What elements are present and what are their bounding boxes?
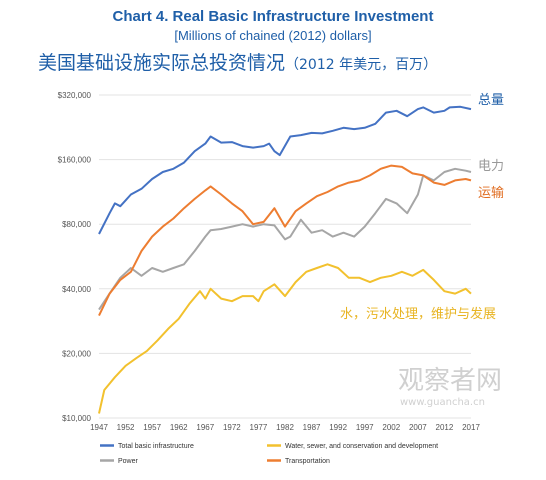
x-tick-label: 2002 [382, 423, 400, 432]
annotation-total: 总量 [478, 93, 504, 108]
x-tick-label: 1957 [143, 423, 161, 432]
chinese-title-text: 美国基础设施实际总投资情况 [38, 52, 286, 74]
chinese-unit-text: （2012 年美元，百万） [285, 57, 438, 73]
series-line-water [98, 263, 472, 414]
annotation-power: 电力 [478, 159, 504, 174]
annotation-water: 水，污水处理，维护与发展 [340, 306, 496, 322]
series-line-transport [98, 164, 472, 317]
series-lines [98, 105, 472, 414]
y-tick-label: $160,000 [58, 156, 92, 165]
x-tick-label: 2017 [462, 423, 480, 432]
legend: Total basic infrastructure Water, sewer, … [100, 443, 438, 465]
y-tick-label: $20,000 [62, 349, 91, 358]
x-tick-label: 1952 [117, 423, 135, 432]
x-tick-label: 1967 [196, 423, 214, 432]
watermark-logo: 观察者网 [398, 366, 502, 396]
x-tick-label: 1972 [223, 423, 241, 432]
x-tick-label: 1992 [329, 423, 347, 432]
gridlines [99, 94, 471, 419]
chart-title: Chart 4. Real Basic Infrastructure Inves… [112, 8, 434, 25]
series-line-power [98, 167, 472, 311]
x-tick-label: 2012 [436, 423, 454, 432]
legend-label-water: Water, sewer, and conservation and devel… [285, 443, 438, 450]
annotation-transport: 运输 [478, 185, 504, 201]
x-tick-label: 1982 [276, 423, 294, 432]
x-axis-ticks: 1947 1952 1957 1962 1967 1972 1977 1982 1987 1992… [90, 423, 480, 432]
series-line-total [98, 105, 472, 235]
x-tick-label: 1987 [303, 423, 321, 432]
chinese-title: 美国基础设施实际总投资情况（2012 年美元，百万） [38, 48, 437, 75]
x-tick-label: 1962 [170, 423, 188, 432]
y-tick-label: $320,000 [58, 91, 92, 100]
x-tick-label: 1977 [250, 423, 268, 432]
chart-subtitle: [Millions of chained (2012) dollars] [174, 28, 372, 43]
x-tick-label: 1997 [356, 423, 374, 432]
x-tick-label: 2007 [409, 423, 427, 432]
y-tick-label: $80,000 [62, 220, 91, 229]
legend-label-total: Total basic infrastructure [118, 443, 194, 450]
y-tick-label: $40,000 [62, 285, 91, 294]
y-axis-ticks: $10,000 $20,000 $40,000 $80,000 $160,000 $320… [58, 91, 92, 423]
legend-label-transport: Transportation [285, 458, 330, 465]
watermark-url: www.guancha.cn [400, 397, 485, 408]
legend-label-power: Power [118, 458, 139, 465]
y-tick-label: $10,000 [62, 414, 91, 423]
x-tick-label: 1947 [90, 423, 108, 432]
